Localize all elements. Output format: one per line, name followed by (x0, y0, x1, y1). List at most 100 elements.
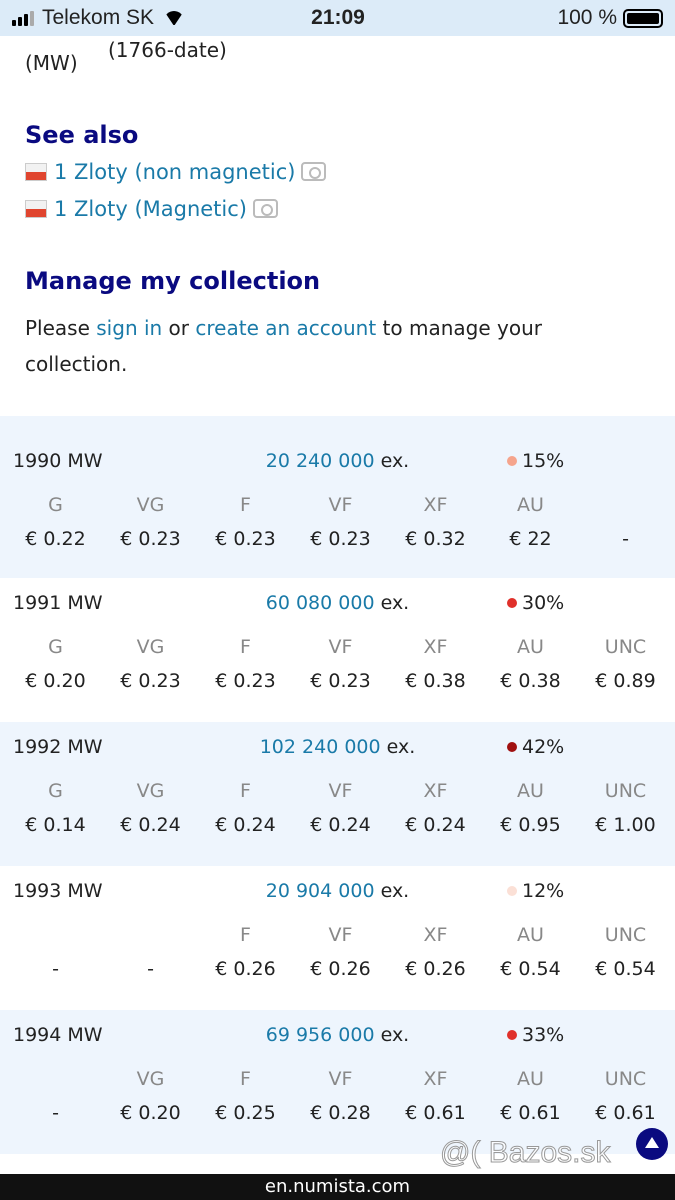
mintage[interactable]: 60 080 000 ex. (265, 592, 410, 614)
grade-label: UNC (604, 924, 647, 946)
grade-label: VF (328, 780, 353, 802)
see-also-heading: See also (25, 121, 139, 149)
price-grid: VG F VF XF AU UNC - € 0.20 € 0.25 € 0.28 € 0.61 € 0… (8, 1068, 675, 1124)
price: € 0.23 (215, 670, 276, 692)
price: € 22 (509, 528, 552, 550)
price: € 0.95 (500, 814, 561, 836)
price: € 1.00 (595, 814, 656, 836)
grade-label: AU (517, 1068, 544, 1090)
year: 1993 MW (13, 880, 103, 902)
price: € 0.28 (310, 1102, 371, 1124)
grade-label: XF (423, 636, 448, 658)
rarity-dot-icon (507, 598, 517, 608)
grade-label: VG (136, 636, 165, 658)
rarity-dot-icon (507, 742, 517, 752)
mintage[interactable]: 69 956 000 ex. (265, 1024, 410, 1046)
rarity: 33% (507, 1024, 564, 1046)
link-label[interactable]: 1 Zloty (Magnetic) (54, 196, 247, 221)
rarity: 30% (507, 592, 564, 614)
clock: 21:09 (311, 6, 365, 29)
grade-label: VG (136, 780, 165, 802)
grade-label (103, 924, 198, 946)
price: € 0.24 (120, 814, 181, 836)
carrier: Telekom SK (42, 6, 155, 29)
grade-label: VG (136, 494, 165, 516)
year: 1991 MW (13, 592, 103, 614)
price-grid: G VG F VF XF AU UNC € 0.14 € 0.24 € 0.24 € 0.24 € 0… (8, 780, 675, 836)
year-row[interactable]: 1994 MW 69 956 000 ex. 33% VG F VF XF AU UNC -… (0, 1010, 675, 1154)
date-range: (1766-date) (108, 38, 227, 62)
price: € 0.61 (595, 1102, 656, 1124)
link-label[interactable]: 1 Zloty (non magnetic) (54, 159, 296, 184)
manage-heading: Manage my collection (25, 267, 321, 295)
grade-label: UNC (604, 636, 647, 658)
price-grid: G VG F VF XF AU UNC € 0.20 € 0.23 € 0.23 € 0.23 € 0… (8, 636, 675, 692)
grade-label: XF (423, 780, 448, 802)
poland-flag-icon (25, 162, 47, 181)
grade-label: G (48, 780, 63, 802)
grade-label: AU (517, 494, 544, 516)
url-bar[interactable]: en.numista.com (0, 1174, 675, 1200)
price: € 0.26 (215, 958, 276, 980)
mintage[interactable]: 20 240 000 ex. (265, 450, 410, 472)
sign-in-link[interactable]: sign in (96, 316, 163, 340)
rarity-dot-icon (507, 1030, 517, 1040)
grade-label: G (48, 494, 63, 516)
grade-label: F (240, 1068, 251, 1090)
grade-label: UNC (604, 780, 647, 802)
price: € 0.14 (25, 814, 86, 836)
battery-icon (623, 8, 663, 28)
see-also-link[interactable]: 1 Zloty (Magnetic) (25, 194, 650, 223)
grade-label: G (48, 636, 63, 658)
price: € 0.25 (215, 1102, 276, 1124)
manage-text: Please sign in or create an account to m… (25, 316, 542, 376)
year-row[interactable]: 1992 MW 102 240 000 ex. 42% G VG F VF XF AU UN… (0, 722, 675, 866)
price: - (147, 958, 154, 980)
camera-icon (253, 199, 278, 218)
year: 1992 MW (13, 736, 103, 758)
grade-label: F (240, 780, 251, 802)
url-text[interactable]: en.numista.com (264, 1176, 411, 1197)
grade-label: AU (517, 924, 544, 946)
grade-label: AU (517, 636, 544, 658)
mintage[interactable]: 20 904 000 ex. (265, 880, 410, 902)
grade-label: XF (423, 1068, 448, 1090)
grade-label: VF (328, 636, 353, 658)
grade-label: F (240, 494, 251, 516)
price: € 0.24 (215, 814, 276, 836)
price: € 0.23 (310, 670, 371, 692)
watermark: @( Bazos.sk (440, 1136, 611, 1170)
grade-label (578, 494, 673, 516)
grade-label: F (240, 636, 251, 658)
price: - (52, 1102, 59, 1124)
rarity-dot-icon (507, 886, 517, 896)
grade-label: F (240, 924, 251, 946)
price: € 0.54 (500, 958, 561, 980)
rarity: 15% (507, 450, 564, 472)
see-also-link[interactable]: 1 Zloty (non magnetic) (25, 157, 650, 186)
price: - (52, 958, 59, 980)
price: € 0.54 (595, 958, 656, 980)
create-account-link[interactable]: create an account (195, 316, 377, 340)
price-grid: G VG F VF XF AU € 0.22 € 0.23 € 0.23 € 0.23 € 0.3… (8, 494, 675, 550)
year: 1994 MW (13, 1024, 103, 1046)
price: € 0.23 (120, 670, 181, 692)
scroll-top-button[interactable] (636, 1128, 668, 1160)
grade-label: VF (328, 924, 353, 946)
price: € 0.20 (120, 1102, 181, 1124)
year-row[interactable]: 1991 MW 60 080 000 ex. 30% G VG F VF XF AU UNC… (0, 578, 675, 722)
year-row[interactable]: 1993 MW 20 904 000 ex. 12% F VF XF AU UNC - - €… (0, 866, 675, 1010)
unit-label: (MW) (25, 51, 78, 75)
grade-label: VF (328, 494, 353, 516)
price-grid: F VF XF AU UNC - - € 0.26 € 0.26 € 0.26 € 0.54 € 0.… (8, 924, 675, 980)
price: € 0.22 (25, 528, 86, 550)
price: € 0.23 (120, 528, 181, 550)
mintage-table: 1990 MW 20 240 000 ex. 15% G VG F VF XF AU € … (0, 416, 675, 1154)
wifi-icon (164, 11, 184, 25)
status-bar: Telekom SK 21:09 100 % (0, 0, 675, 36)
mintage[interactable]: 102 240 000 ex. (259, 736, 416, 758)
price: € 0.38 (405, 670, 466, 692)
year-row[interactable]: 1990 MW 20 240 000 ex. 15% G VG F VF XF AU € … (0, 416, 675, 578)
price: € 0.26 (405, 958, 466, 980)
grade-label: XF (423, 494, 448, 516)
